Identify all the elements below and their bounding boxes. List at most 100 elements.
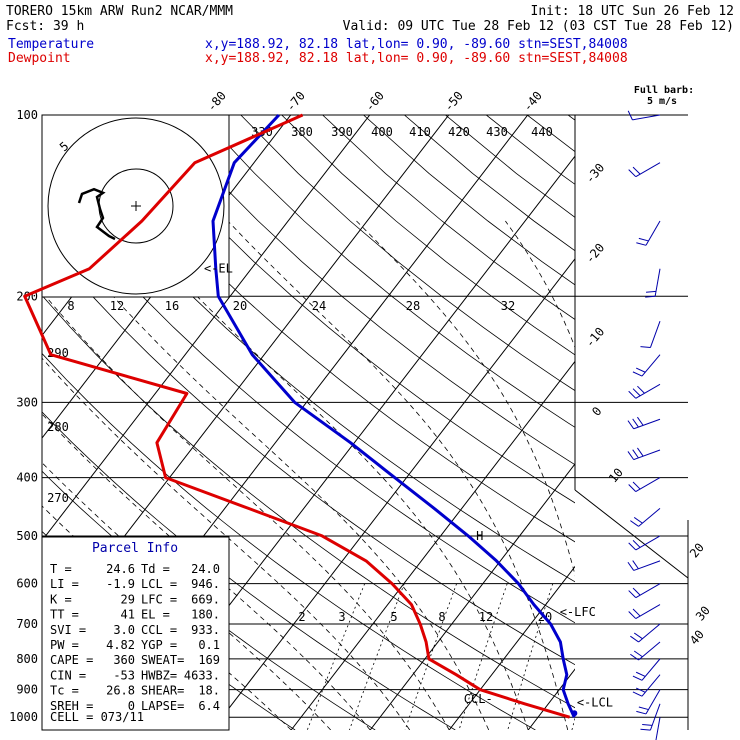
isotherm-right-label: -10 <box>583 325 608 351</box>
dewpoint-station-info: x,y=188.92, 82.18 lat,lon= 0.90, -89.60 … <box>205 51 628 66</box>
barb-feather <box>630 635 639 643</box>
hodograph-speed-label: 20 <box>233 299 247 313</box>
dry-adiabat <box>42 236 575 666</box>
barb-staff <box>638 641 661 661</box>
barb-feather <box>628 169 637 178</box>
barb-feather <box>632 388 641 397</box>
annotation-label: CCL- <box>464 692 493 706</box>
parcel-field-label: TT = <box>50 608 79 622</box>
barb-feather <box>636 710 647 715</box>
parcel-field-value: 946. <box>191 577 220 591</box>
isotherm-line <box>290 360 575 730</box>
isotherm-right-label: 10 <box>606 465 626 485</box>
hodograph-speed-label: 16 <box>165 299 179 313</box>
dry-adiabat <box>199 115 575 428</box>
barb-feather <box>633 650 643 658</box>
parcel-field-value: 4633. <box>184 668 220 682</box>
barb-feather <box>635 671 646 677</box>
dry-adiabat <box>240 115 575 392</box>
parcel-field-label: CCL = <box>141 623 177 637</box>
barb-staff <box>635 477 661 493</box>
theta-label: 420 <box>448 125 470 139</box>
wind-barb <box>628 535 661 551</box>
barb-staff <box>635 604 661 620</box>
dry-adiabat <box>322 115 575 320</box>
parcel-info-panel: Parcel Info T = 24.6 Td = 24.0 LI = -1.9 LCL =… <box>41 536 230 731</box>
hodograph-speed-label: 8 <box>67 299 74 313</box>
barb-staff <box>633 560 661 571</box>
barb-feather <box>637 447 644 457</box>
barb-staff <box>635 383 661 399</box>
parcel-field-value: 933. <box>191 623 220 637</box>
pressure-tick-label: 600 <box>16 577 38 591</box>
parcel-field-value: 24.0 <box>191 562 220 576</box>
barb-feather <box>646 290 657 293</box>
wind-barb <box>628 583 661 599</box>
barb-staff <box>654 268 661 297</box>
parcel-info-title: Parcel Info <box>92 541 178 556</box>
pressure-tick-label: 400 <box>16 471 38 485</box>
dry-adiabat <box>117 115 575 504</box>
barb-feather <box>632 608 641 617</box>
series-temperature <box>211 113 576 718</box>
barb-feather <box>632 540 641 548</box>
barb-feather <box>638 237 649 242</box>
barb-feather <box>640 728 651 731</box>
forecast-hour: Fcst: 39 h <box>6 19 84 34</box>
moist-adiabat <box>227 220 569 730</box>
wind-barb <box>630 508 661 527</box>
wind-barb <box>628 383 661 399</box>
wind-barb <box>628 162 661 178</box>
wind-barb <box>640 703 661 731</box>
dry-adiabat <box>567 115 575 121</box>
barb-feather <box>630 653 639 661</box>
parcel-field-label: EL = <box>141 608 170 622</box>
temperature-legend: Temperature <box>8 37 94 52</box>
wind-barb <box>645 268 661 298</box>
dry-adiabat <box>42 122 575 583</box>
dry-adiabat <box>76 115 575 543</box>
isotherm-top-label: -70 <box>283 89 308 115</box>
barb-feather <box>628 611 637 619</box>
parcel-field-value: 4.82 <box>106 638 135 652</box>
wind-barb <box>630 623 661 643</box>
dry-adiabat <box>158 115 575 466</box>
annotation-label: <-LFC <box>560 605 596 619</box>
parcel-field-label: SREH = <box>50 699 93 713</box>
parcel-field-label: Tc = <box>50 684 79 698</box>
parcel-field-value: 669. <box>191 592 220 606</box>
barb-feather <box>635 687 646 693</box>
wind-barb <box>627 416 661 430</box>
barb-staff <box>635 162 661 178</box>
barb-staff <box>633 449 661 461</box>
isotherm-top-label: -50 <box>441 89 466 115</box>
isotherm-right-label: 30 <box>693 603 713 623</box>
hodograph-speed-label: 24 <box>312 299 326 313</box>
wind-barb <box>627 447 661 461</box>
barb-staff <box>655 717 661 740</box>
mixing-ratio-line <box>349 583 405 730</box>
barb-feather <box>627 451 635 460</box>
dry-adiabat <box>42 294 575 709</box>
parcel-field-label: LFC = <box>141 592 177 606</box>
wind-barb <box>628 604 661 620</box>
barb-feather <box>632 418 639 428</box>
wind-barb <box>630 641 661 661</box>
barb-feather <box>632 587 641 596</box>
wind-barb <box>627 560 661 571</box>
dry-adiabat <box>42 352 536 730</box>
cell-value: CELL = 073/11 <box>50 710 144 724</box>
barb-feather <box>632 560 639 570</box>
barb-staff <box>649 321 661 348</box>
isotherm-right-label: 40 <box>687 627 707 647</box>
sounding-traces <box>23 113 578 719</box>
parcel-field-value: -53 <box>113 668 135 682</box>
mixing-ratio-label: 3 <box>338 610 345 624</box>
barb-feather <box>633 517 643 524</box>
parcel-field-label: HWBZ= <box>141 668 177 682</box>
barb-feather <box>632 691 643 697</box>
parcel-annotations: <-EL <-LFC CCL- <-LCL H <box>204 262 613 710</box>
isotherm-top-label: -80 <box>204 89 229 115</box>
full-barb-label: Full barb: <box>634 85 694 96</box>
parcel-field-label: LAPSE= <box>141 699 184 713</box>
